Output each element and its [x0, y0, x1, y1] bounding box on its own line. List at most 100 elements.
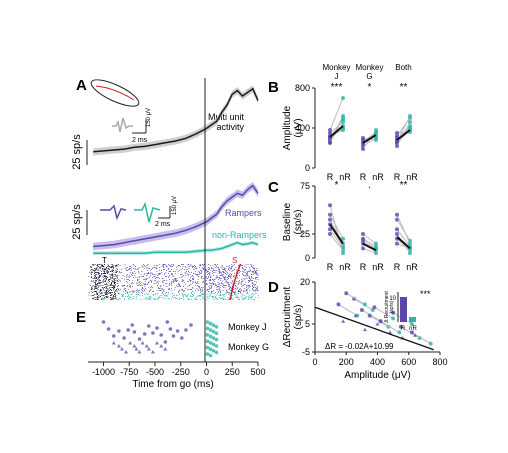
- raster-spike-black: [99, 264, 100, 265]
- raster-spike: [91, 266, 93, 267]
- raster-spike: [203, 294, 204, 295]
- raster-spike: [171, 299, 172, 300]
- raster-spike-black: [105, 294, 107, 295]
- raster-spike: [223, 277, 225, 278]
- raster-spike: [244, 266, 246, 267]
- raster-spike: [247, 264, 249, 265]
- raster-spike: [110, 287, 112, 288]
- raster-spike: [164, 273, 166, 274]
- point-ramper: [328, 128, 332, 132]
- raster-spike: [254, 278, 256, 279]
- raster-spike-black: [116, 289, 117, 290]
- raster-spike: [179, 298, 180, 299]
- panel-a-ylabel: 25 sp/s: [71, 134, 83, 170]
- raster-spike: [240, 283, 242, 284]
- raster-spike-black: [101, 292, 103, 293]
- raster-spike: [238, 270, 240, 271]
- raster-spike: [136, 296, 138, 297]
- raster-spike: [257, 275, 259, 276]
- raster-spike: [192, 296, 194, 297]
- raster-spike: [205, 276, 207, 277]
- raster-spike: [218, 270, 220, 271]
- raster-spike: [256, 270, 258, 271]
- raster-spike: [256, 293, 258, 294]
- raster-spike-black: [106, 284, 108, 285]
- raster-spike: [197, 289, 199, 290]
- raster-spike: [231, 271, 233, 272]
- raster-spike: [252, 267, 254, 268]
- raster-spike: [144, 273, 146, 274]
- raster-spike: [122, 295, 124, 296]
- raster-spike: [128, 269, 130, 270]
- raster-spike: [196, 283, 198, 284]
- raster-spike: [241, 295, 243, 296]
- raster-spike: [247, 280, 249, 281]
- raster-spike: [176, 295, 177, 296]
- event-nonramper: [214, 331, 219, 336]
- raster-spike: [137, 290, 139, 291]
- time-tick-label: -500: [146, 367, 164, 377]
- event-monkey-g: [146, 347, 151, 351]
- raster-spike: [163, 282, 164, 283]
- raster-spike-black: [106, 283, 108, 284]
- raster-spike: [170, 283, 172, 284]
- raster-spike: [142, 283, 144, 284]
- raster-spike: [230, 277, 231, 278]
- raster-spike: [256, 277, 257, 278]
- raster-spike: [228, 289, 230, 290]
- raster-spike: [128, 292, 130, 293]
- raster-spike-black: [117, 283, 118, 284]
- raster-spike-black: [106, 286, 108, 287]
- raster-spike: [163, 269, 165, 270]
- raster-spike: [166, 292, 167, 293]
- raster-spike: [196, 275, 198, 276]
- raster-spike-black: [113, 279, 115, 280]
- raster-spike-black: [105, 278, 107, 279]
- raster-spike: [215, 284, 217, 285]
- raster-spike: [242, 280, 244, 281]
- raster-spike: [179, 290, 181, 291]
- raster-spike: [203, 281, 204, 282]
- raster-spike: [177, 286, 179, 287]
- point-ramper: [395, 232, 399, 236]
- raster-spike: [214, 272, 216, 273]
- raster-spike: [206, 297, 208, 298]
- raster-spike: [171, 281, 173, 282]
- raster-spike: [184, 290, 186, 291]
- raster-spike: [230, 290, 231, 291]
- raster-spike: [118, 279, 120, 280]
- raster-spike: [193, 276, 195, 277]
- raster-spike: [209, 265, 211, 266]
- raster-spike: [145, 284, 147, 285]
- raster-spike: [172, 279, 174, 280]
- raster-spike: [166, 296, 168, 297]
- raster-spike: [141, 292, 143, 293]
- raster-spike: [109, 287, 110, 288]
- raster-spike-black: [114, 278, 116, 279]
- raster-spike: [150, 296, 151, 297]
- point-nonramper: [341, 244, 345, 249]
- raster-spike: [238, 291, 240, 292]
- x-tick-r: R: [394, 172, 401, 182]
- raster-spike: [109, 293, 110, 294]
- raster-spike: [174, 278, 176, 279]
- raster-spike: [225, 293, 227, 294]
- raster-spike: [183, 275, 184, 276]
- raster-spike: [206, 290, 208, 291]
- raster-spike-black: [105, 269, 107, 270]
- raster-spike-black: [99, 276, 101, 277]
- raster-spike: [191, 266, 193, 267]
- raster-spike: [188, 289, 190, 290]
- raster-spike: [149, 291, 150, 292]
- raster-spike-black: [100, 280, 101, 281]
- raster-spike: [152, 287, 154, 288]
- raster-spike: [157, 285, 159, 286]
- raster-spike-black: [97, 266, 99, 267]
- time-tick-label: -250: [172, 367, 190, 377]
- raster-spike-black: [98, 286, 100, 287]
- raster-spike: [256, 273, 258, 274]
- raster-spike-black: [99, 267, 100, 268]
- raster-spike: [212, 273, 213, 274]
- raster-spike: [155, 278, 156, 279]
